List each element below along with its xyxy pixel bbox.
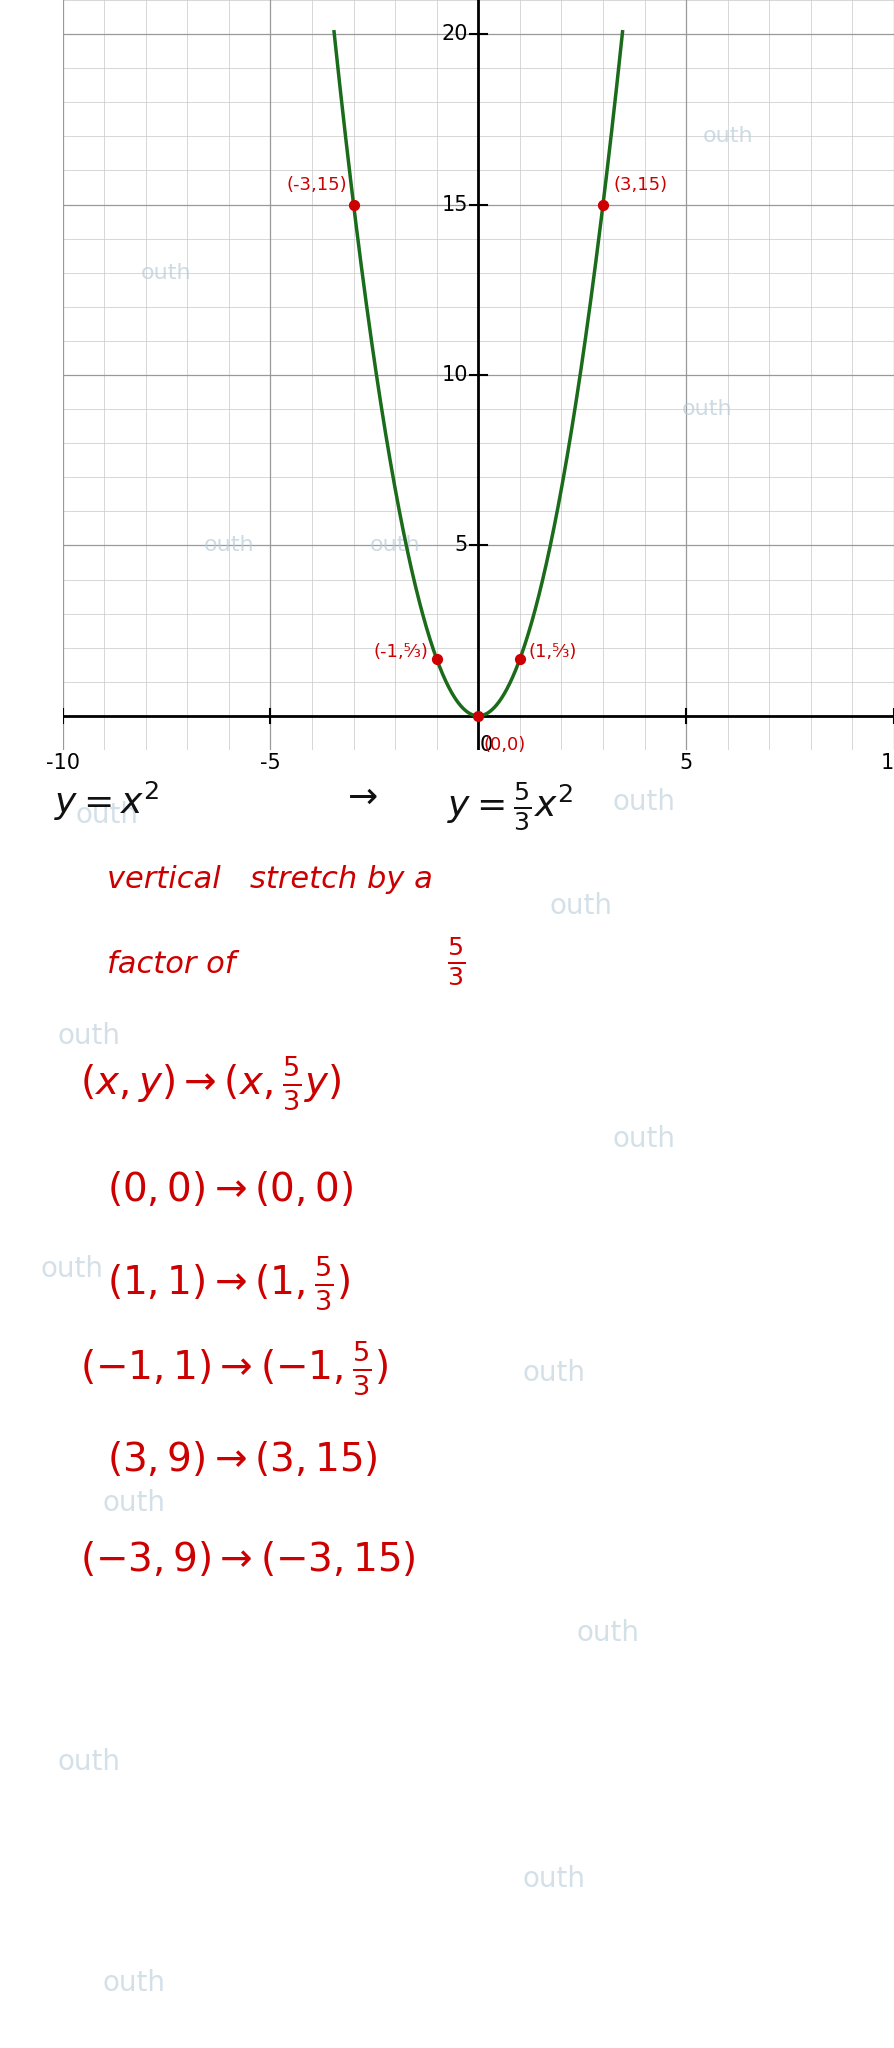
Point bbox=[429, 643, 443, 676]
Text: 10: 10 bbox=[442, 365, 468, 385]
Text: outh: outh bbox=[577, 1618, 639, 1647]
Text: $y = \frac{5}{3}x^2$: $y = \frac{5}{3}x^2$ bbox=[447, 780, 573, 831]
Text: outh: outh bbox=[103, 1489, 165, 1518]
Text: outh: outh bbox=[523, 1360, 586, 1386]
Point bbox=[471, 700, 485, 733]
Text: (3,15): (3,15) bbox=[613, 176, 668, 195]
Text: outh: outh bbox=[40, 1255, 103, 1284]
Point bbox=[595, 188, 610, 221]
Text: outh: outh bbox=[141, 262, 192, 283]
Point bbox=[346, 188, 360, 221]
Text: $\rightarrow$: $\rightarrow$ bbox=[340, 780, 377, 813]
Text: (1,⁵⁄₃): (1,⁵⁄₃) bbox=[528, 643, 577, 662]
Text: outh: outh bbox=[550, 891, 612, 920]
Text: 5: 5 bbox=[455, 535, 468, 555]
Text: $(-1,1) \rightarrow (-1, \frac{5}{3})$: $(-1,1) \rightarrow (-1, \frac{5}{3})$ bbox=[80, 1339, 389, 1397]
Text: (-1,⁵⁄₃): (-1,⁵⁄₃) bbox=[374, 643, 428, 662]
Text: outh: outh bbox=[612, 788, 675, 815]
Text: $(-3,9) \rightarrow (-3, 15)$: $(-3,9) \rightarrow (-3, 15)$ bbox=[80, 1540, 417, 1579]
Text: 20: 20 bbox=[442, 25, 468, 45]
Text: outh: outh bbox=[703, 127, 753, 145]
Text: $y = x^2$: $y = x^2$ bbox=[54, 780, 159, 823]
Text: $(1,1) \rightarrow (1, \frac{5}{3})$: $(1,1) \rightarrow (1, \frac{5}{3})$ bbox=[107, 1255, 350, 1313]
Point bbox=[513, 643, 527, 676]
Text: $(0,0) \rightarrow (0, 0)$: $(0,0) \rightarrow (0, 0)$ bbox=[107, 1169, 353, 1208]
Text: outh: outh bbox=[204, 535, 254, 555]
Text: outh: outh bbox=[370, 535, 420, 555]
Text: outh: outh bbox=[76, 801, 139, 829]
Text: 0: 0 bbox=[479, 735, 493, 756]
Text: outh: outh bbox=[523, 1866, 586, 1892]
Text: (-3,15): (-3,15) bbox=[287, 176, 348, 195]
Text: outh: outh bbox=[58, 1022, 121, 1049]
Text: $(3,9) \rightarrow (3, 15)$: $(3,9) \rightarrow (3, 15)$ bbox=[107, 1440, 378, 1479]
Text: $\frac{5}{3}$: $\frac{5}{3}$ bbox=[447, 936, 465, 987]
Text: outh: outh bbox=[681, 399, 732, 420]
Text: 15: 15 bbox=[442, 195, 468, 215]
Text: outh: outh bbox=[103, 1968, 165, 1997]
Text: $(x,y) \rightarrow (x,\frac{5}{3}y)$: $(x,y) \rightarrow (x,\frac{5}{3}y)$ bbox=[80, 1055, 342, 1112]
Text: outh: outh bbox=[58, 1749, 121, 1776]
Text: (0,0): (0,0) bbox=[484, 737, 526, 754]
Text: vertical   stretch by a: vertical stretch by a bbox=[107, 864, 434, 895]
Text: factor of: factor of bbox=[107, 950, 236, 979]
Text: outh: outh bbox=[612, 1126, 675, 1153]
